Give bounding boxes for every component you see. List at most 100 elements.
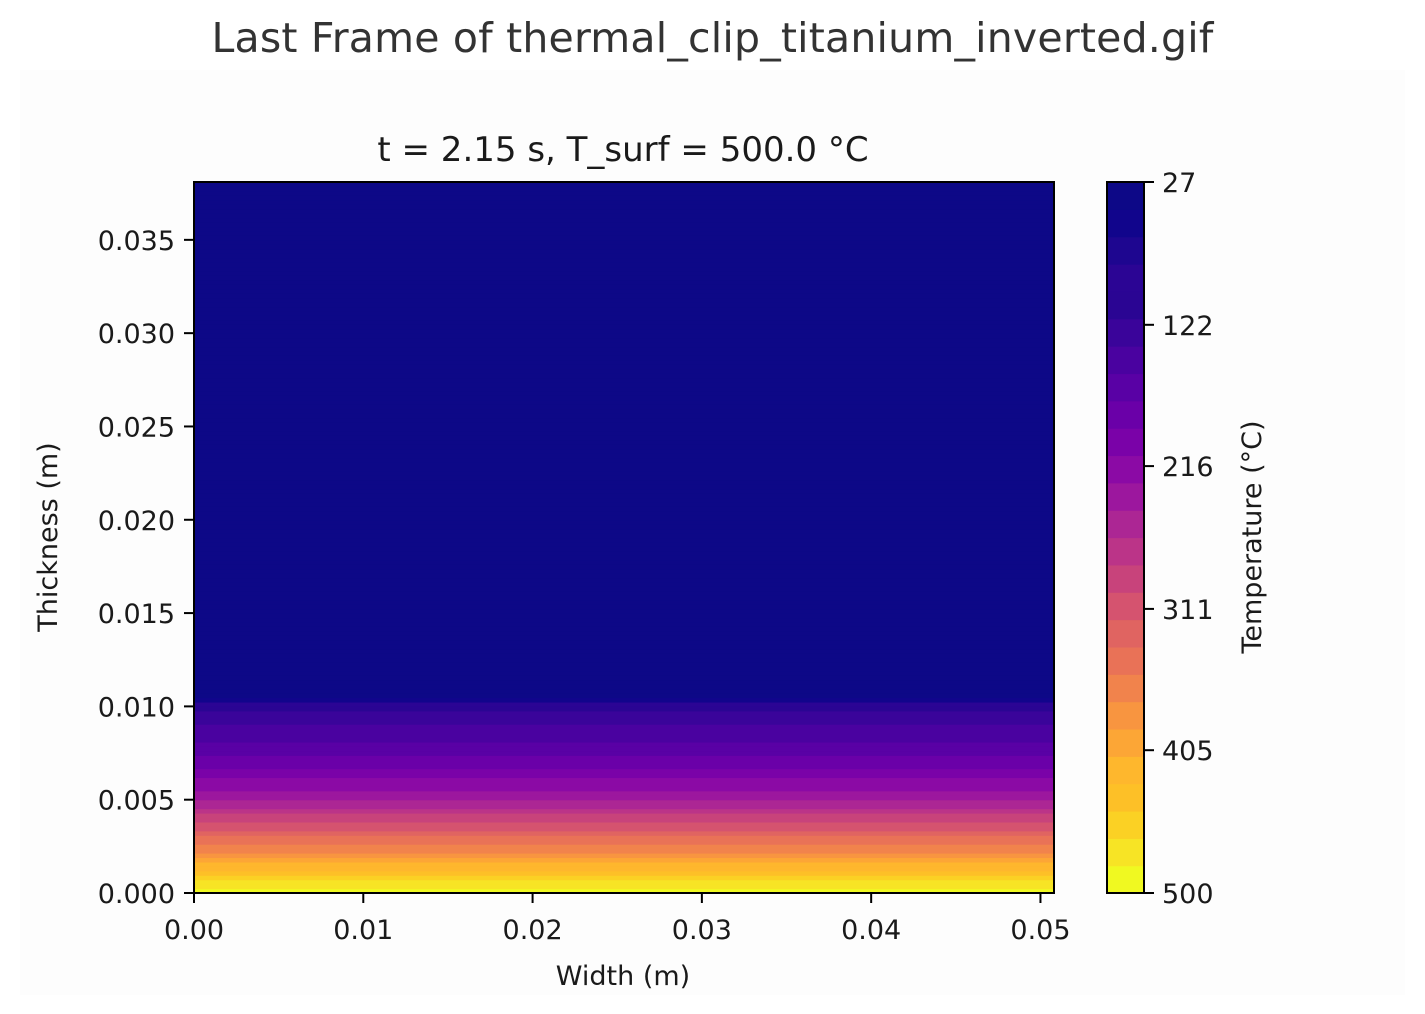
heatmap-band bbox=[194, 853, 1054, 859]
heatmap-band bbox=[194, 284, 1054, 290]
heatmap-band bbox=[194, 604, 1054, 610]
heatmap-band bbox=[194, 710, 1054, 716]
heatmap-band bbox=[194, 724, 1054, 730]
heatmap-band bbox=[194, 377, 1054, 383]
heatmap-band bbox=[194, 466, 1054, 472]
heatmap-band bbox=[194, 186, 1054, 192]
heatmap-band bbox=[194, 670, 1054, 676]
heatmap-band bbox=[194, 261, 1054, 268]
heatmap-band bbox=[194, 866, 1054, 872]
heatmap-band bbox=[194, 701, 1054, 707]
heatmap-band bbox=[194, 364, 1054, 370]
figure-frame: t = 2.15 s, T_surf = 500.0 °C 0.00 0.01 0.… bbox=[20, 70, 1405, 995]
heatmap-band bbox=[194, 697, 1054, 703]
heatmap-band bbox=[194, 230, 1054, 236]
heatmap-band bbox=[194, 839, 1054, 845]
colorbar-tick-label: 405 bbox=[1162, 736, 1214, 767]
heatmap-band bbox=[194, 715, 1054, 721]
heatmap-band bbox=[194, 768, 1054, 774]
heatmap-band bbox=[194, 737, 1054, 743]
heatmap-band bbox=[194, 644, 1054, 650]
heatmap-area bbox=[194, 182, 1054, 894]
colorbar-label: Temperature (°C) bbox=[1237, 420, 1268, 654]
heatmap-band bbox=[194, 421, 1054, 427]
heatmap-band bbox=[194, 555, 1054, 561]
y-tick-label: 0.030 bbox=[98, 319, 175, 350]
y-tick-label: 0.005 bbox=[98, 786, 175, 817]
colorbar-tick-label: 311 bbox=[1162, 595, 1214, 626]
heatmap-band bbox=[194, 350, 1054, 356]
colorbar-segment bbox=[1107, 701, 1144, 730]
heatmap-band bbox=[194, 381, 1054, 388]
heatmap-band bbox=[194, 293, 1054, 299]
colorbar-segment bbox=[1107, 646, 1144, 675]
heatmap-band bbox=[194, 510, 1054, 516]
y-tick-label: 0.015 bbox=[98, 599, 175, 630]
heatmap-band bbox=[194, 239, 1054, 245]
heatmap-band bbox=[194, 359, 1054, 365]
heatmap-band bbox=[194, 808, 1054, 814]
heatmap-band bbox=[194, 355, 1054, 361]
colorbar-axis: 27 122 216 311 405 500 bbox=[1144, 168, 1214, 910]
heatmap-band bbox=[194, 461, 1054, 467]
colorbar-segment bbox=[1107, 783, 1144, 812]
heatmap-band bbox=[194, 426, 1054, 432]
heatmap-band bbox=[194, 501, 1054, 507]
heatmap-band bbox=[194, 190, 1054, 196]
heatmap-band bbox=[194, 861, 1054, 867]
heatmap-band bbox=[194, 279, 1054, 285]
heatmap-band bbox=[194, 688, 1054, 694]
colorbar-segment bbox=[1107, 264, 1144, 292]
heatmap-band bbox=[194, 613, 1054, 619]
heatmap-band bbox=[194, 515, 1054, 521]
y-tick-label: 0.000 bbox=[98, 879, 175, 910]
heatmap-band bbox=[194, 475, 1054, 481]
plot-border bbox=[193, 181, 1055, 894]
heatmap-band bbox=[194, 199, 1054, 205]
colorbar-segment bbox=[1107, 455, 1144, 484]
heatmap-band bbox=[194, 435, 1054, 441]
heatmap-band bbox=[194, 653, 1054, 659]
heatmap-band bbox=[194, 537, 1054, 543]
heatmap-band bbox=[194, 550, 1054, 556]
colorbar-segment bbox=[1107, 728, 1144, 757]
heatmap-band bbox=[194, 430, 1054, 436]
heatmap-band bbox=[194, 844, 1054, 850]
x-tick-label: 0.01 bbox=[333, 915, 393, 946]
heatmap-band bbox=[194, 404, 1054, 410]
colorbar-tick-label: 27 bbox=[1162, 168, 1196, 199]
heatmap-band bbox=[194, 346, 1054, 352]
colorbar-tick-label: 122 bbox=[1162, 311, 1214, 342]
heatmap-band bbox=[194, 786, 1054, 792]
heatmap-band bbox=[194, 244, 1054, 250]
heatmap-band bbox=[194, 493, 1054, 499]
heatmap-band bbox=[194, 777, 1054, 783]
colorbar-segment bbox=[1107, 482, 1144, 511]
colorbar-tick-label: 500 bbox=[1162, 879, 1214, 910]
heatmap-band bbox=[194, 870, 1054, 876]
heatmap-band bbox=[194, 275, 1054, 281]
heatmap-band bbox=[194, 484, 1054, 490]
heatmap-band bbox=[194, 319, 1054, 325]
heatmap-band bbox=[194, 635, 1054, 641]
heatmap-band bbox=[194, 315, 1054, 321]
heatmap-band bbox=[194, 182, 1054, 188]
heatmap-band bbox=[194, 470, 1054, 476]
heatmap-band bbox=[194, 328, 1054, 334]
heatmap-band bbox=[194, 821, 1054, 827]
heatmap-band bbox=[194, 310, 1054, 316]
x-tick-label: 0.02 bbox=[503, 915, 563, 946]
heatmap-band bbox=[194, 395, 1054, 401]
heatmap-band bbox=[194, 448, 1054, 454]
colorbar-segment bbox=[1107, 619, 1144, 648]
colorbar bbox=[1107, 182, 1144, 894]
heatmap-band bbox=[194, 390, 1054, 396]
colorbar-segment bbox=[1107, 346, 1144, 375]
heatmap-band bbox=[194, 528, 1054, 534]
heatmap-band bbox=[194, 746, 1054, 752]
colorbar-segment bbox=[1107, 674, 1144, 703]
heatmap-band bbox=[194, 297, 1054, 303]
page-title: Last Frame of thermal_clip_titanium_inve… bbox=[211, 14, 1214, 62]
colorbar-segment bbox=[1107, 182, 1144, 210]
heatmap-band bbox=[194, 759, 1054, 765]
